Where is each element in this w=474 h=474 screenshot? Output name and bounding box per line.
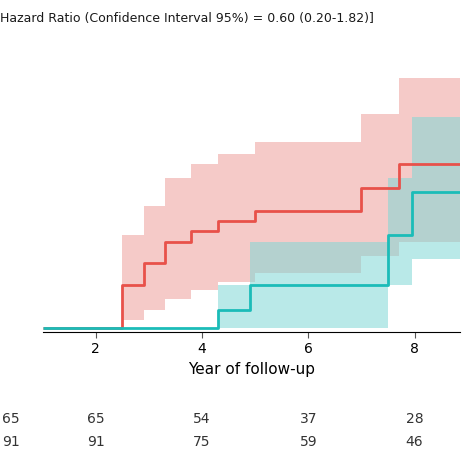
Text: 54: 54 — [193, 412, 211, 427]
Text: 28: 28 — [406, 412, 423, 427]
Text: 91: 91 — [87, 435, 105, 449]
Text: 65: 65 — [87, 412, 105, 427]
Text: 75: 75 — [193, 435, 211, 449]
Text: 59: 59 — [300, 435, 317, 449]
X-axis label: Year of follow-up: Year of follow-up — [188, 362, 315, 377]
Text: 91: 91 — [2, 435, 20, 449]
Text: 37: 37 — [300, 412, 317, 427]
Text: 65: 65 — [2, 412, 20, 427]
Text: [Hazard Ratio (Confidence Interval 95%) = 0.60 (0.20-1.82)]: [Hazard Ratio (Confidence Interval 95%) … — [0, 12, 374, 25]
Text: 46: 46 — [406, 435, 423, 449]
